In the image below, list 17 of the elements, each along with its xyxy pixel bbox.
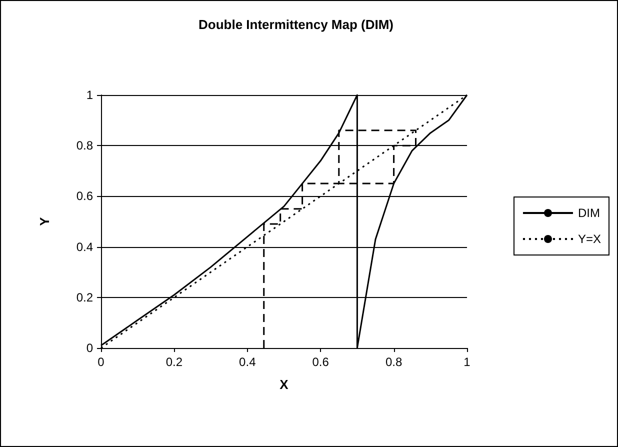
y-tick-label: 0.6	[76, 189, 94, 204]
y-axis-title: Y	[37, 216, 52, 226]
x-tick-label: 0.2	[166, 355, 183, 369]
x-tick-label: 0	[98, 355, 105, 369]
x-tick-label: 0.4	[239, 355, 256, 369]
y-tick-label: 1	[86, 88, 94, 102]
y-tick-label: 0	[86, 341, 94, 355]
legend-label: Y=X	[578, 232, 601, 246]
x-tick-label: 0.6	[312, 355, 330, 369]
y-tick-label: 0.8	[76, 138, 94, 153]
x-axis-title: X	[280, 377, 289, 392]
x-tick-label: 0.8	[385, 355, 402, 369]
legend-label: DIM	[578, 206, 600, 220]
chart-title: Double Intermittency Map (DIM)	[198, 17, 394, 32]
y-tick-label: 0.2	[76, 290, 94, 304]
x-tick-label: 1	[464, 355, 471, 369]
y-tick-label: 0.4	[76, 240, 94, 254]
